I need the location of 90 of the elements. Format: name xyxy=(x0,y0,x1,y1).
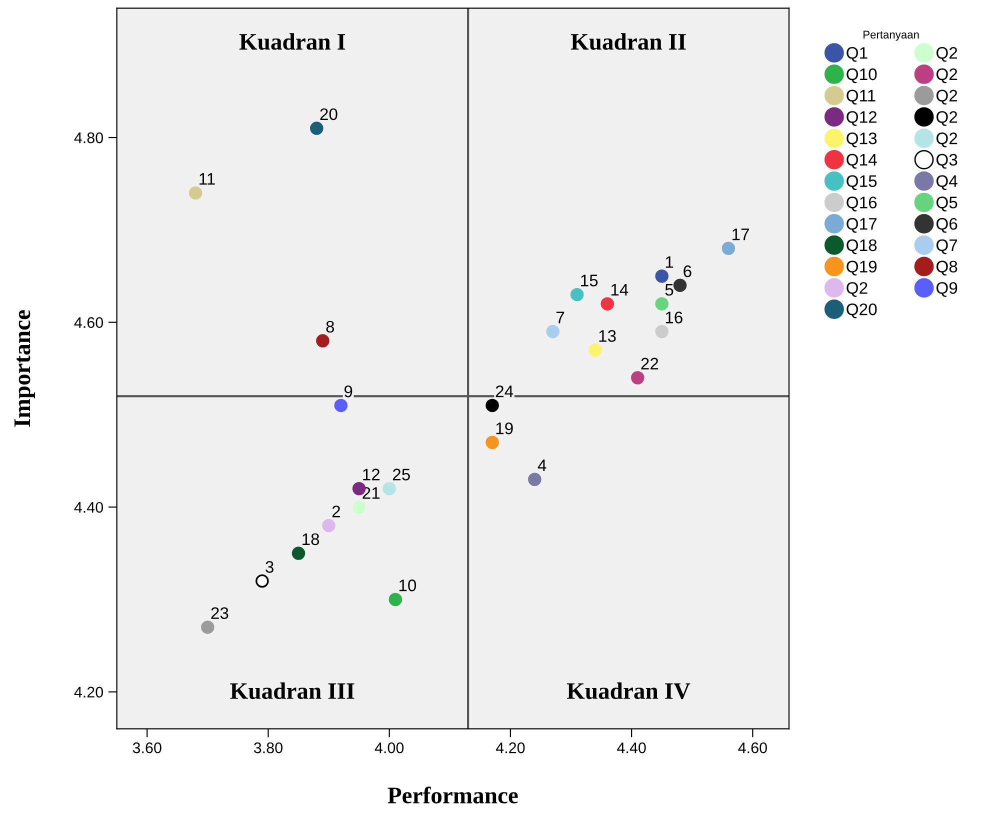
legend-label: Q2 xyxy=(936,68,958,84)
point xyxy=(655,297,668,310)
legend-label: Q15 xyxy=(846,175,877,190)
annotation: 2 xyxy=(332,506,340,518)
annotation: 15 xyxy=(581,274,598,286)
annotation: 6 xyxy=(684,265,692,278)
annotation: 25 xyxy=(392,468,410,480)
legend-label: Q2 xyxy=(846,282,868,297)
y-tick-label: 4.40 xyxy=(74,502,104,513)
annotation: 9 xyxy=(344,385,352,398)
legend-label: Q4 xyxy=(936,175,958,190)
point xyxy=(322,518,336,532)
point xyxy=(655,269,668,283)
legend-label: Q14 xyxy=(846,154,877,169)
legend-label: Q5 xyxy=(936,196,958,212)
legend-label: Q1 xyxy=(846,47,868,62)
legend-label: Q9 xyxy=(936,282,958,297)
annotation: 20 xyxy=(320,108,338,120)
legend-label: Q2 xyxy=(936,47,958,62)
x-tick-label: 4.20 xyxy=(496,742,525,754)
x-tick-label: 3.60 xyxy=(132,742,162,754)
legend-label: Q20 xyxy=(846,303,877,318)
legend-label: Q19 xyxy=(846,260,877,276)
point xyxy=(292,546,306,560)
point xyxy=(352,500,366,514)
legend-label: Q10 xyxy=(846,68,877,84)
x-tick-label: 3.80 xyxy=(254,742,282,754)
y-tick-label: 4.60 xyxy=(74,317,104,328)
legend-label: Q16 xyxy=(846,196,877,212)
annotation: Kuadran III xyxy=(230,682,354,700)
legend-label: Q18 xyxy=(846,239,877,254)
point xyxy=(546,324,560,338)
point xyxy=(486,398,499,412)
legend-label: Q2 xyxy=(936,132,958,148)
legend-label: Q6 xyxy=(936,218,958,233)
point xyxy=(600,297,614,310)
point xyxy=(630,371,644,384)
x-tick-label: 4.40 xyxy=(617,742,646,754)
x-tick-label: 4.60 xyxy=(738,742,767,754)
annotation: 12 xyxy=(363,468,380,480)
point xyxy=(673,278,687,292)
annotation: 17 xyxy=(732,228,749,240)
annotation: Kuadran II xyxy=(570,33,686,50)
annotation: 8 xyxy=(326,320,334,333)
point xyxy=(588,343,602,357)
annotation: 18 xyxy=(302,533,320,546)
y-tick-label: 4.20 xyxy=(74,686,104,698)
point xyxy=(528,472,542,486)
annotation: 14 xyxy=(611,284,628,296)
annotation: 1 xyxy=(666,256,674,268)
legend-label: Q2 xyxy=(936,111,958,126)
annotation: 24 xyxy=(496,385,514,398)
point xyxy=(486,436,499,450)
annotation: 22 xyxy=(641,358,658,370)
point xyxy=(201,620,214,634)
point xyxy=(334,398,348,412)
annotation: 19 xyxy=(496,422,513,434)
y-axis-title: Importance xyxy=(14,310,36,427)
legend-label: Q13 xyxy=(846,132,877,148)
point xyxy=(570,288,584,302)
point xyxy=(310,122,324,135)
point xyxy=(722,242,736,256)
annotation: 11 xyxy=(200,173,215,185)
point xyxy=(382,482,396,496)
annotation: 5 xyxy=(665,284,674,296)
point xyxy=(316,334,330,348)
legend-label: Q8 xyxy=(936,260,958,276)
annotation: 16 xyxy=(666,312,682,324)
point xyxy=(388,592,402,606)
legend-label: Q17 xyxy=(846,218,877,233)
legend-label: Q12 xyxy=(846,111,877,126)
annotation: 10 xyxy=(399,580,416,592)
y-tick-label: 4.80 xyxy=(74,132,104,144)
annotation: 13 xyxy=(599,330,616,342)
point xyxy=(256,574,269,588)
annotation: Kuadran I xyxy=(239,33,346,50)
legend-label: Q7 xyxy=(936,239,958,254)
legend-label: Q11 xyxy=(846,90,876,105)
legend-title: Pertanyaan xyxy=(864,30,919,41)
x-tick-label: 4.00 xyxy=(374,742,404,754)
x-axis-title: Performance xyxy=(388,786,518,804)
annotation: 3 xyxy=(266,561,274,573)
annotation: 4 xyxy=(538,460,546,472)
legend-label: Q3 xyxy=(936,154,958,169)
annotation: 7 xyxy=(556,312,564,324)
point xyxy=(188,186,202,200)
annotation: Kuadran IV xyxy=(566,682,690,700)
legend-label: Q2 xyxy=(936,90,958,105)
annotation: 23 xyxy=(211,607,228,620)
point xyxy=(655,324,668,338)
